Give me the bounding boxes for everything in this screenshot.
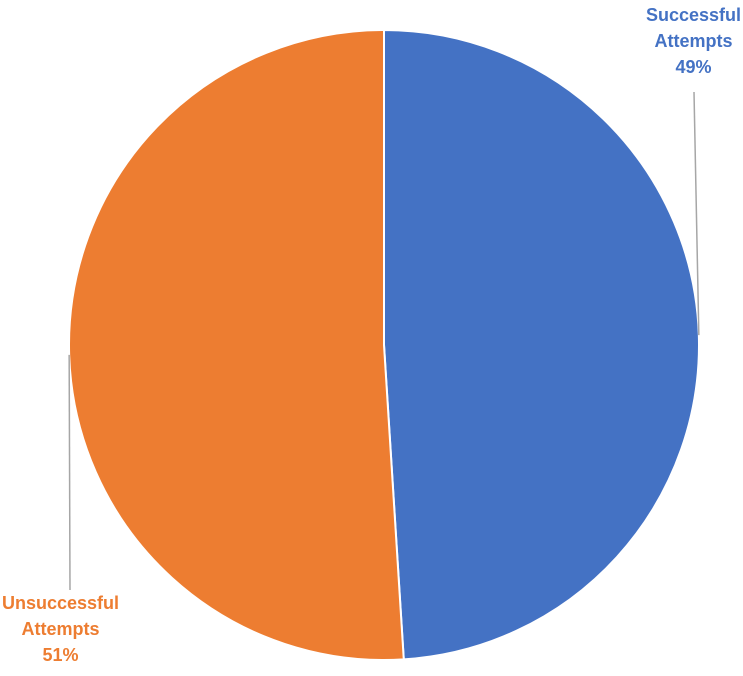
- pie-slice-successful-attempts: [383, 28, 700, 661]
- pie-slice-unsuccessful-attempts: [68, 28, 405, 661]
- data-label-unsuccessful: Unsuccessful Attempts 51%: [2, 590, 119, 668]
- data-label-unsuccessful-line1: Unsuccessful: [2, 593, 120, 613]
- data-label-unsuccessful-line2: Attempts: [21, 619, 100, 639]
- data-label-unsuccessful-value: 51%: [42, 645, 79, 665]
- leader-line-successful-attempts: [693, 91, 700, 336]
- data-label-successful-value: 49%: [675, 57, 712, 77]
- leader-line-unsuccessful-attempts: [68, 354, 71, 591]
- pie-slices: [68, 28, 700, 661]
- leader-lines: [68, 91, 700, 591]
- data-label-successful-line2: Attempts: [654, 31, 733, 51]
- data-label-successful: Successful Attempts 49%: [646, 2, 741, 80]
- data-label-successful-line1: Successful: [645, 5, 741, 25]
